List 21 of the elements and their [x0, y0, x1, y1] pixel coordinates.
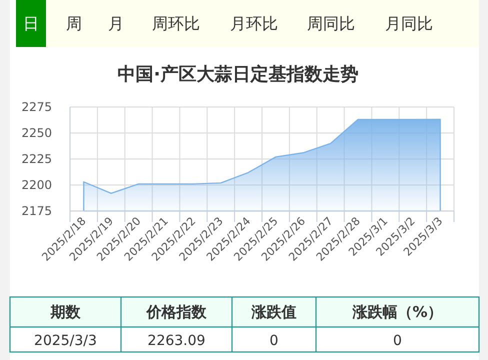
- text: 涨跌幅（%）: [351, 303, 443, 321]
- text: 周环比: [152, 14, 200, 33]
- text: 涨跌值: [250, 303, 296, 321]
- y-tick-label: 2200: [21, 178, 52, 192]
- text: 0: [393, 333, 402, 349]
- text: 价格指数: [146, 303, 208, 321]
- text: 月同比: [385, 14, 433, 33]
- y-tick-label: 2225: [21, 152, 52, 166]
- text: 2025/3/3: [34, 333, 97, 349]
- text: 月: [108, 14, 124, 33]
- y-tick-label: 2250: [21, 126, 52, 140]
- text: 周: [66, 14, 82, 33]
- y-tick-label: 2175: [21, 204, 52, 218]
- y-tick-label: 2275: [21, 100, 52, 114]
- text: 日: [23, 14, 39, 33]
- chart-title: 中国·产区大蒜日定基指数走势: [118, 64, 358, 85]
- text: 2263.09: [148, 333, 206, 349]
- text: 期数: [50, 303, 82, 321]
- text: 0: [270, 333, 278, 349]
- text: 周同比: [307, 14, 355, 33]
- text: 月环比: [230, 14, 278, 33]
